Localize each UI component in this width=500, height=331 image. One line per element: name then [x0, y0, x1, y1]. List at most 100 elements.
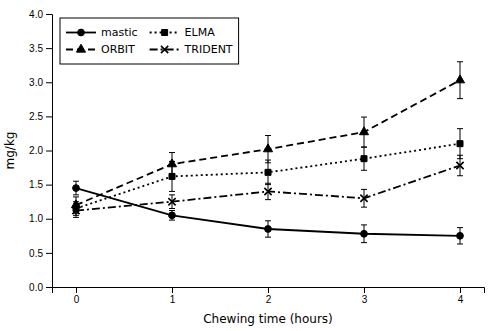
error-bar: [73, 181, 79, 195]
chart: 0 1 2 3 4 0.0 0.5 1.0 1.5 2.0 2.5 3.0 3.5 4.0 mastic OR…: [0, 0, 500, 331]
x-tick-mark: [76, 287, 77, 293]
y-tick: 2.5: [29, 111, 52, 122]
marker: [456, 162, 463, 169]
y-tick: 0.5: [29, 248, 52, 259]
error-bar: [457, 228, 463, 244]
marker: [265, 226, 272, 233]
line: [76, 144, 460, 209]
error-bar: [361, 225, 367, 243]
x-tick-label: 2: [266, 294, 272, 305]
y-tick-mark: [46, 116, 52, 117]
x-tick-label: 0: [74, 294, 80, 305]
x-tick: 0: [74, 287, 80, 305]
x-axis-title: Chewing time (hours): [203, 312, 333, 326]
x-tick: 2: [266, 287, 272, 305]
marker: [263, 144, 272, 152]
marks: [71, 62, 464, 244]
marker: [361, 230, 368, 237]
y-tick-mark: [46, 185, 52, 186]
marker: [457, 141, 463, 147]
y-tick-mark: [46, 253, 52, 254]
y-tick-label: 0.5: [29, 248, 43, 259]
y-tick-mark: [46, 287, 52, 288]
y-tick: 1.0: [29, 213, 52, 224]
error-bar: [169, 195, 175, 209]
y-tick: 0.0: [29, 282, 52, 293]
x-tick: 1: [170, 287, 176, 305]
line: [76, 80, 460, 205]
y-tick-label: 1.5: [29, 179, 43, 190]
legend-item: mastic: [66, 26, 138, 39]
marker: [265, 169, 271, 175]
marker: [264, 188, 271, 195]
marker: [168, 198, 175, 205]
y-axis-line: [46, 15, 53, 288]
series: [73, 129, 463, 216]
legend-item: ORBIT: [66, 43, 135, 56]
y-tick-mark: [46, 219, 52, 220]
marker: [361, 156, 367, 162]
y-tick-label: 2.0: [29, 145, 43, 156]
y-tick-mark: [46, 48, 52, 49]
marker: [455, 75, 464, 83]
marker: [73, 185, 80, 192]
x-tick-mark: [268, 287, 269, 293]
x-tick-mark: [172, 287, 173, 293]
marker: [360, 195, 367, 202]
error-bar: [457, 129, 463, 159]
x-tick: 3: [362, 287, 368, 305]
error-bar: [361, 189, 367, 207]
x-tick-label: 3: [362, 294, 368, 305]
marker: [169, 212, 176, 219]
legend-item: TRIDENT: [150, 43, 233, 56]
legend: mastic ORBIT ELMA TRIDENT: [60, 18, 239, 64]
error-bar: [265, 160, 271, 185]
y-tick-mark: [46, 151, 52, 152]
plot: 0 1 2 3 4 0.0 0.5 1.0 1.5 2.0 2.5 3.0 3.5 4.0 mastic OR…: [29, 9, 484, 305]
x-tick-label: 4: [458, 294, 464, 305]
y-tick-label: 3.0: [29, 77, 43, 88]
series: [71, 62, 464, 214]
y-tick-label: 3.5: [29, 43, 43, 54]
legend-marker: [162, 30, 168, 36]
legend-frame: [60, 18, 239, 64]
y-tick-mark: [46, 82, 52, 83]
error-bar: [169, 211, 175, 221]
series: [72, 155, 463, 217]
legend-label: ELMA: [185, 26, 216, 39]
legend-label: TRIDENT: [184, 43, 233, 56]
y-tick: 2.0: [29, 145, 52, 156]
y-axis: 0.0 0.5 1.0 1.5 2.0 2.5 3.0 3.5 4.0: [29, 9, 52, 293]
error-bar: [361, 147, 367, 170]
marker: [169, 173, 175, 179]
y-tick: 3.0: [29, 77, 52, 88]
y-tick-label: 1.0: [29, 213, 43, 224]
x-tick-mark: [460, 287, 461, 293]
x-axis-line: [53, 288, 485, 294]
y-tick-label: 2.5: [29, 111, 43, 122]
error-bar: [457, 155, 463, 175]
error-bar: [265, 221, 271, 237]
error-bar: [169, 161, 175, 191]
y-tick: 1.5: [29, 179, 52, 190]
x-axis: 0 1 2 3 4: [53, 287, 485, 305]
y-axis-title: mg/kg: [3, 132, 17, 170]
legend-label: mastic: [101, 26, 138, 39]
legend-marker: [78, 29, 85, 36]
legend-label: ORBIT: [101, 43, 135, 56]
series: [73, 181, 464, 244]
error-bar: [73, 204, 79, 218]
legend-marker: [76, 44, 85, 52]
error-bar: [265, 183, 271, 199]
legend-marker: [161, 46, 168, 53]
y-tick-label: 4.0: [29, 9, 43, 20]
y-tick-mark: [46, 14, 52, 15]
marker: [457, 232, 464, 239]
y-tick: 3.5: [29, 43, 52, 54]
y-tick-label: 0.0: [29, 282, 43, 293]
marker: [359, 127, 368, 135]
y-tick: 4.0: [29, 9, 52, 20]
x-tick-mark: [364, 287, 365, 293]
marker: [72, 207, 79, 214]
legend-item: ELMA: [150, 26, 216, 39]
